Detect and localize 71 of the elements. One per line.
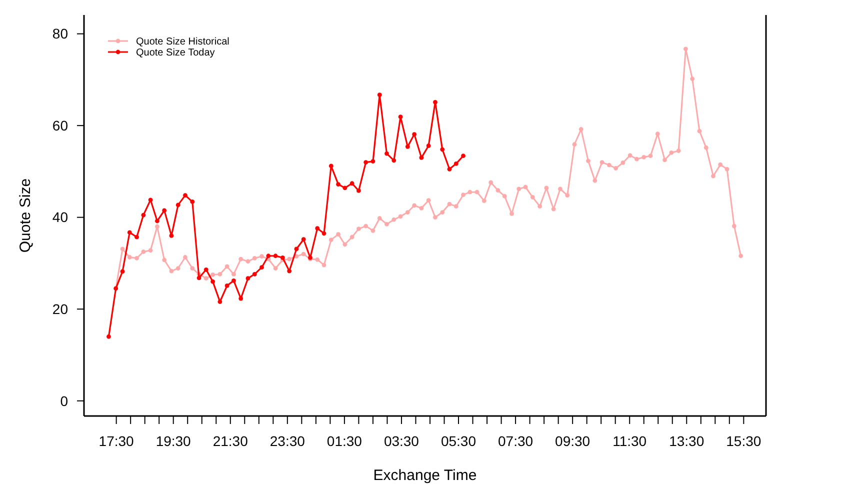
x-tick-label: 01:30 (326, 433, 362, 449)
x-tick-label: 23:30 (270, 433, 306, 449)
point (356, 188, 361, 193)
legend-label: Quote Size Today (136, 48, 215, 58)
point (127, 230, 132, 235)
point (461, 154, 466, 158)
point (405, 144, 410, 149)
point (204, 267, 208, 272)
point (294, 246, 299, 252)
point (134, 234, 139, 240)
point (154, 218, 160, 224)
point (176, 202, 180, 208)
point (350, 181, 354, 186)
point (246, 276, 250, 281)
y-axis-title: Quote Size (17, 178, 34, 253)
x-tick-label: 07:30 (498, 433, 534, 449)
point (148, 198, 153, 202)
point (183, 193, 188, 198)
x-tick-label: 03:30 (384, 433, 420, 449)
point (433, 100, 438, 104)
x-tick-label: 15:30 (726, 433, 762, 449)
point (301, 237, 306, 242)
point (412, 132, 417, 136)
point (141, 212, 146, 218)
point (287, 268, 292, 274)
x-tick-label: 13:30 (669, 433, 704, 449)
x-tick-label: 09:30 (555, 433, 590, 449)
point (106, 334, 111, 339)
y-tick-label: 40 (52, 209, 68, 226)
point (370, 159, 376, 164)
x-axis-title: Exchange Time (373, 467, 477, 484)
point (169, 233, 174, 238)
x-tick-label: 17:30 (98, 433, 134, 449)
point (392, 158, 396, 163)
point (162, 208, 167, 213)
x-tick-label: 05:30 (440, 433, 476, 449)
point (252, 272, 257, 276)
legend-label: Quote Size Historical (136, 36, 230, 48)
x-tick-label: 21:30 (212, 433, 248, 449)
point (447, 166, 452, 172)
x-tick-label: 11:30 (612, 433, 647, 449)
point (440, 147, 445, 152)
y-tick-label: 80 (52, 26, 68, 42)
point (273, 254, 278, 258)
point (210, 279, 215, 284)
point (328, 164, 334, 168)
x-tick-label: 19:30 (156, 433, 192, 449)
point (238, 296, 244, 301)
point (426, 144, 431, 148)
point (232, 278, 236, 283)
point (120, 269, 125, 274)
point (196, 276, 202, 280)
point (364, 160, 368, 164)
point (377, 92, 382, 98)
point (398, 114, 403, 120)
point (224, 284, 230, 288)
point (454, 161, 458, 166)
y-tick-label: 60 (52, 117, 68, 134)
point (260, 265, 264, 270)
y-tick-label: 20 (52, 300, 68, 317)
point (336, 182, 340, 186)
y-tick-label: 0 (60, 392, 68, 409)
point (322, 231, 326, 236)
point (342, 186, 348, 190)
point (280, 256, 285, 260)
point (419, 155, 424, 160)
point (266, 254, 271, 258)
point (315, 226, 320, 231)
point (384, 151, 389, 156)
point (190, 200, 195, 204)
point (218, 300, 222, 304)
